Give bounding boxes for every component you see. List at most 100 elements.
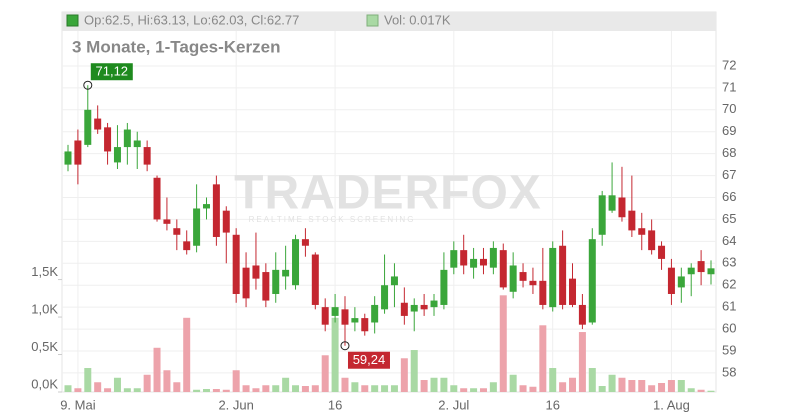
volume-bar — [381, 385, 389, 392]
y-tick-label: 66 — [722, 189, 736, 204]
volume-bar — [321, 355, 329, 392]
x-tick-label: 2. Jul — [438, 397, 469, 412]
volume-bar — [638, 380, 646, 392]
y-tick-label: 64 — [722, 233, 736, 248]
volume-bar — [212, 389, 220, 392]
volume-bar — [677, 380, 685, 392]
watermark: TRADERFOX — [234, 167, 542, 220]
candle-body — [74, 140, 82, 165]
y-tick-label: 63 — [722, 255, 736, 270]
candle-body — [687, 267, 695, 275]
candle-body — [252, 265, 260, 279]
candle-body — [272, 269, 280, 294]
candle-body — [153, 177, 161, 220]
candle-body — [499, 250, 507, 288]
volume-bar — [440, 377, 448, 392]
volume-bar — [113, 377, 121, 392]
y-tick-label: 71 — [722, 79, 736, 94]
legend-swatch — [66, 14, 79, 27]
candle-body — [113, 147, 121, 163]
volume-bar — [559, 382, 567, 392]
y-tick-label: 65 — [722, 211, 736, 226]
y-tick-label: 62 — [722, 277, 736, 292]
candle-body — [479, 258, 487, 266]
volume-bar — [84, 368, 92, 392]
candle-body — [123, 129, 131, 148]
annotation-label: 71,12 — [96, 64, 129, 79]
volume-bar — [608, 374, 616, 392]
volume-bar — [519, 385, 527, 392]
chart-title: 3 Monate, 1-Tages-Kerzen — [72, 37, 280, 56]
volume-bar — [262, 385, 270, 392]
volume-bar — [242, 385, 250, 392]
annotation-box — [347, 351, 390, 369]
candle-body — [232, 234, 240, 294]
x-tick-label: 16 — [328, 397, 342, 412]
candle-body — [371, 304, 379, 323]
y2-tick-label: 1,0K — [31, 301, 58, 316]
volume-bar — [222, 389, 230, 392]
volume-bar — [183, 317, 191, 392]
x-tick-label: 2. Jun — [218, 397, 253, 412]
candle-body — [104, 127, 112, 152]
candle-body — [410, 304, 418, 312]
candle-body — [450, 250, 458, 268]
volume-bar — [658, 383, 666, 392]
candle-body — [658, 245, 666, 259]
volume-bar — [648, 385, 656, 392]
volume-bar — [509, 374, 517, 392]
candle-body — [440, 269, 448, 305]
volume-bar — [301, 386, 309, 392]
legend-volume: Vol: 0.017K — [384, 12, 451, 27]
volume-bar — [272, 385, 280, 392]
volume-bar — [232, 370, 240, 392]
candle-body — [667, 267, 675, 294]
candle-body — [430, 300, 438, 308]
annotation-marker — [83, 80, 93, 90]
candle-body — [400, 302, 408, 316]
volume-bar — [618, 377, 626, 392]
candle-body — [509, 265, 517, 292]
y-tick-label: 59 — [722, 342, 736, 357]
candle-body — [64, 151, 72, 165]
x-tick-label: 9. Mai — [60, 397, 96, 412]
volume-bar — [104, 388, 112, 392]
candle-body — [569, 278, 577, 305]
candle-body — [143, 147, 151, 165]
y-tick-label: 70 — [722, 101, 736, 116]
candle-body — [202, 204, 210, 209]
legend-band — [62, 12, 716, 31]
volume-bar — [282, 377, 290, 392]
volume-bar — [470, 388, 478, 392]
volume-bar — [252, 388, 260, 392]
volume-bar — [707, 390, 715, 392]
candle-body — [559, 245, 567, 305]
candle-body — [282, 269, 290, 277]
y2-tick-label: 0,5K — [31, 339, 58, 354]
y-tick-label: 72 — [722, 57, 736, 72]
candle-body — [489, 247, 497, 268]
volume-bar — [371, 385, 379, 392]
volume-bar — [74, 388, 82, 392]
volume-bar — [460, 388, 468, 392]
candle-body — [361, 318, 369, 332]
candle-body — [321, 307, 329, 325]
volume-bar — [400, 358, 408, 392]
volume-bar — [697, 389, 705, 392]
y2-tick-label: 1,5K — [31, 264, 58, 279]
candle-body — [390, 276, 398, 286]
candle-body — [292, 239, 300, 286]
candle-body — [242, 267, 250, 299]
candle-body — [648, 230, 656, 251]
candle-body — [539, 280, 547, 305]
volume-bar — [153, 347, 161, 392]
volume-bar — [193, 389, 201, 392]
candle-body — [94, 118, 102, 130]
candle-body — [470, 258, 478, 268]
volume-bar — [578, 332, 586, 392]
volume-bar — [549, 368, 557, 392]
candle-body — [222, 210, 230, 233]
candle-body — [677, 276, 685, 288]
candle-body — [212, 184, 220, 237]
volume-bar — [390, 385, 398, 392]
